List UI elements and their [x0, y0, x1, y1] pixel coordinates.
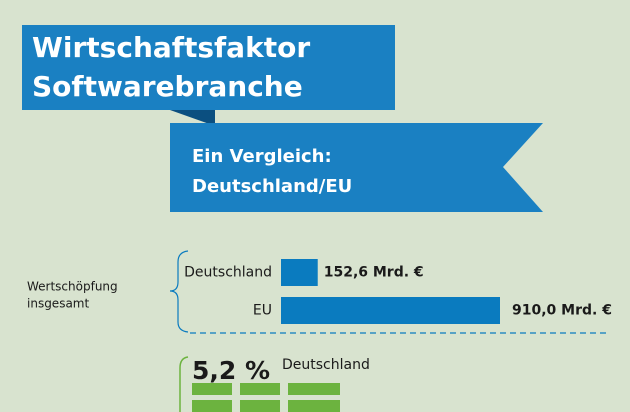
pictogram-block: [240, 383, 280, 395]
share-name: Deutschland: [282, 357, 370, 373]
bar: [281, 259, 318, 286]
group-label: insgesamt: [27, 297, 89, 311]
category-label: Deutschland: [184, 265, 272, 281]
category-label: EU: [253, 303, 272, 319]
pictogram-block: [192, 400, 232, 412]
pictogram-block: [240, 400, 280, 412]
group-label: Wertschöpfung: [27, 280, 118, 294]
brace: [179, 356, 189, 412]
pictogram-block: [288, 400, 340, 412]
pictogram-block: [288, 383, 340, 395]
share-label: 5,2 %: [192, 356, 270, 385]
bar: [281, 297, 500, 324]
value-label: 152,6 Mrd. €: [324, 265, 424, 281]
brace: [169, 250, 189, 333]
subtitle-banner: [170, 123, 543, 212]
title-banner: [22, 25, 395, 110]
subtitle-line: Ein Vergleich:: [192, 146, 332, 167]
subtitle-line: Deutschland/EU: [192, 176, 352, 197]
title-line: Wirtschaftsfaktor: [32, 31, 310, 64]
title-line: Softwarebranche: [32, 70, 303, 103]
pictogram-block: [192, 383, 232, 395]
pictogram: [192, 383, 340, 412]
value-label: 910,0 Mrd. €: [512, 303, 612, 319]
ribbon-fold: [170, 110, 215, 126]
